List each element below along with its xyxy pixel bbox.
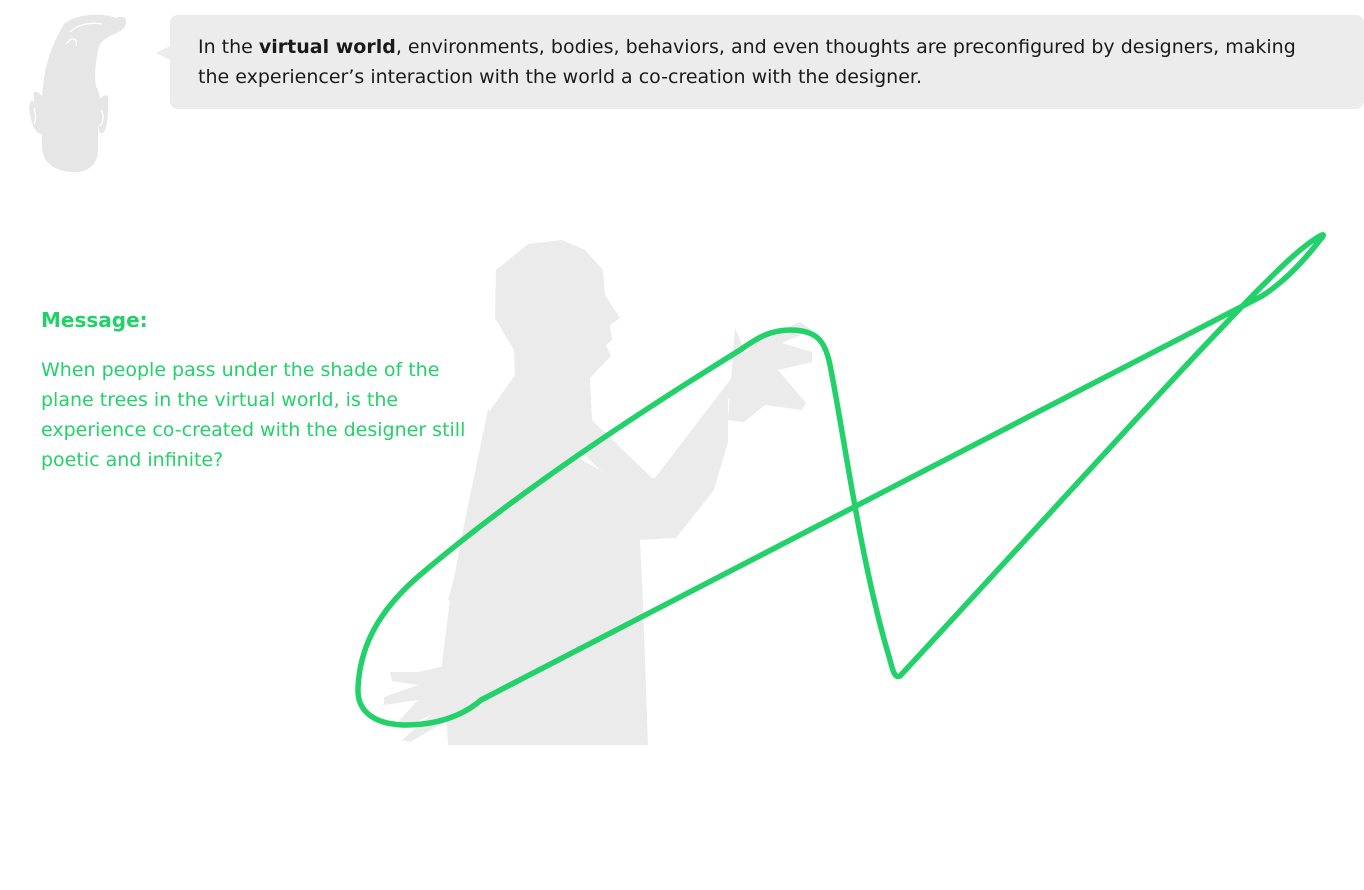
speech-bubble-tail bbox=[156, 45, 172, 61]
speech-text-rest: , environments, bodies, behaviors, and e… bbox=[198, 36, 1296, 88]
message-body: When people pass under the shade of the … bbox=[41, 359, 466, 471]
green-loop-scribble bbox=[355, 232, 1326, 728]
speech-bubble: In the virtual world, environments, bodi… bbox=[170, 15, 1364, 109]
speech-text-intro: In the bbox=[198, 36, 259, 58]
person-silhouette bbox=[384, 240, 812, 745]
character-avatar-icon bbox=[29, 14, 127, 173]
message-heading: Message: bbox=[41, 308, 148, 332]
speech-text-emphasis: virtual world bbox=[258, 36, 396, 58]
